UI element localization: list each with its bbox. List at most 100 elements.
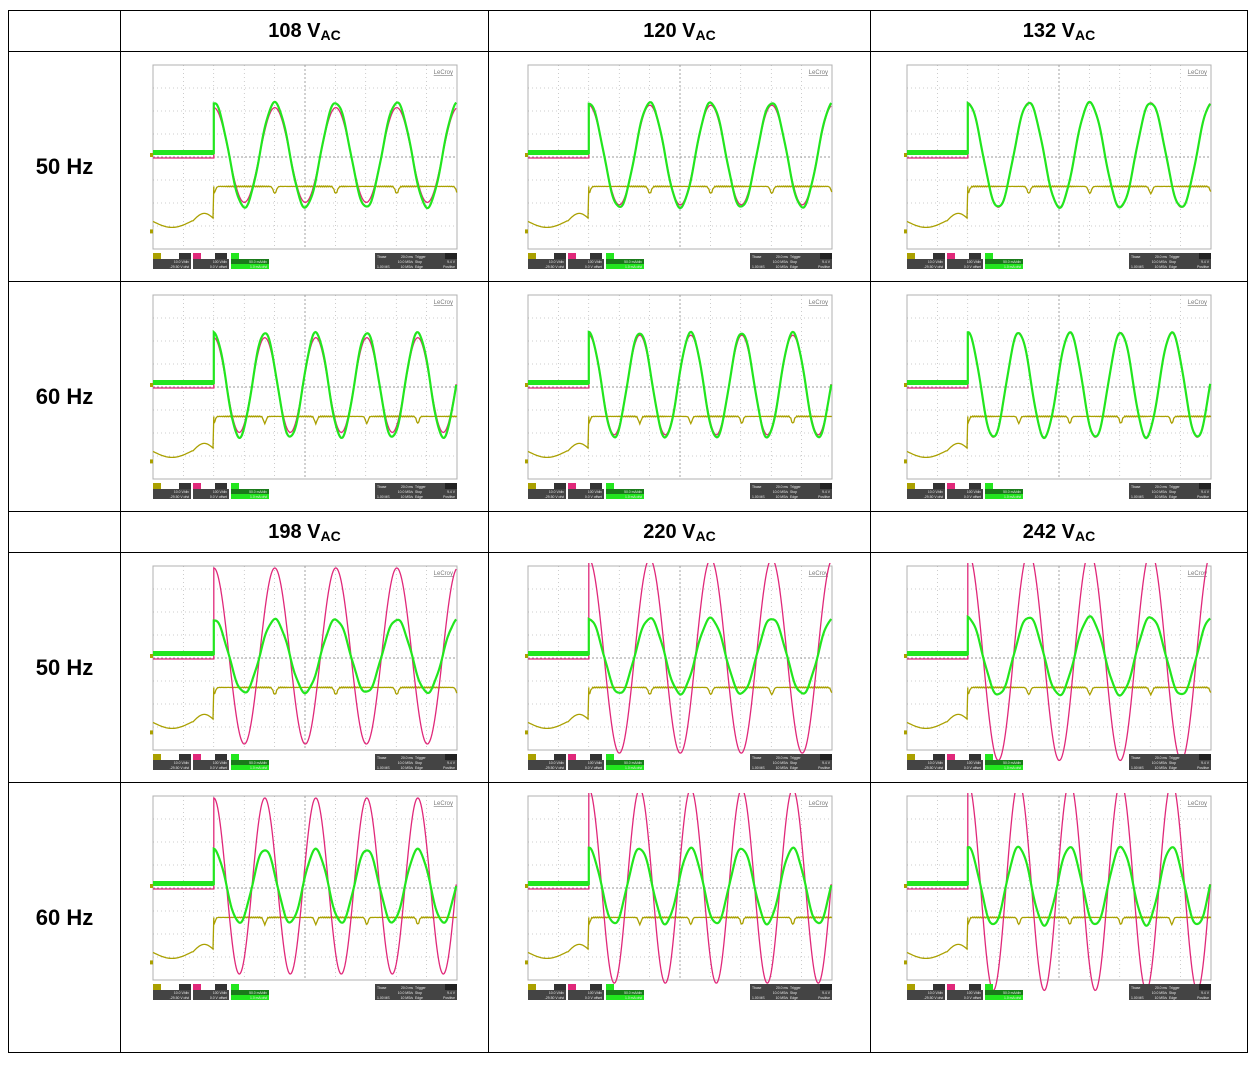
svg-text:20.0 ms: 20.0 ms bbox=[400, 255, 412, 259]
svg-text:Tbase: Tbase bbox=[1131, 986, 1141, 990]
voltage-header: 120 VAC bbox=[488, 10, 871, 52]
lecroy-logo: LeCroy bbox=[1188, 70, 1207, 76]
voltage-header: 220 VAC bbox=[488, 511, 871, 553]
voltage-subscript: AC bbox=[320, 527, 341, 544]
lecroy-logo: LeCroy bbox=[808, 300, 827, 306]
svg-text:10 MS/s: 10 MS/s bbox=[775, 265, 788, 269]
svg-text:Trigger: Trigger bbox=[790, 255, 801, 259]
voltage-subscript: AC bbox=[320, 26, 341, 43]
svg-text:50.0 mA/div: 50.0 mA/div bbox=[249, 260, 267, 264]
svg-text:100 V/div: 100 V/div bbox=[587, 490, 601, 494]
svg-text:9.4 V: 9.4 V bbox=[447, 260, 456, 264]
svg-text:50.0 mA/div: 50.0 mA/div bbox=[249, 991, 267, 995]
svg-text:20.0 ms: 20.0 ms bbox=[775, 255, 787, 259]
scope-cell: LeCroy 10.0 V/div 100 V/div 50.0 mA/div -29.… bbox=[120, 281, 489, 512]
svg-text:0.0 V offset: 0.0 V offset bbox=[584, 265, 601, 269]
svg-text:-29.50 V ofst: -29.50 V ofst bbox=[169, 495, 188, 499]
svg-text:0.0 V offset: 0.0 V offset bbox=[584, 766, 601, 770]
lecroy-logo: LeCroy bbox=[433, 571, 452, 577]
lecroy-logo: LeCroy bbox=[433, 801, 452, 807]
svg-text:1.00 MS: 1.00 MS bbox=[377, 265, 390, 269]
svg-text:9.4 V: 9.4 V bbox=[822, 761, 831, 765]
svg-text:1.00 MS: 1.00 MS bbox=[752, 495, 765, 499]
svg-text:-29.50 V ofst: -29.50 V ofst bbox=[924, 766, 943, 770]
scope-cell: LeCroy 10.0 V/div 100 V/div 50.0 mA/div -29.… bbox=[870, 281, 1248, 512]
svg-text:10.0 V/div: 10.0 V/div bbox=[173, 490, 188, 494]
svg-text:10.0 V/div: 10.0 V/div bbox=[548, 260, 563, 264]
svg-text:10.0 MS/s: 10.0 MS/s bbox=[397, 761, 413, 765]
svg-text:100 V/div: 100 V/div bbox=[587, 761, 601, 765]
svg-text:9.4 V: 9.4 V bbox=[822, 991, 831, 995]
svg-text:Trigger: Trigger bbox=[415, 255, 426, 259]
svg-text:9.4 V: 9.4 V bbox=[822, 260, 831, 264]
svg-text:100 V/div: 100 V/div bbox=[212, 490, 226, 494]
svg-text:Edge: Edge bbox=[415, 996, 423, 1000]
svg-text:Positive: Positive bbox=[443, 495, 455, 499]
svg-text:10.0 MS/s: 10.0 MS/s bbox=[1152, 490, 1168, 494]
svg-text:10.0 V/div: 10.0 V/div bbox=[928, 991, 943, 995]
scope-cell: LeCroy 10.0 V/div 100 V/div 50.0 mA/div -29.… bbox=[488, 281, 871, 512]
svg-text:1.0 mA ofst: 1.0 mA ofst bbox=[1004, 265, 1021, 269]
svg-text:-29.50 V ofst: -29.50 V ofst bbox=[169, 265, 188, 269]
svg-text:Edge: Edge bbox=[415, 265, 423, 269]
svg-text:0.0 V offset: 0.0 V offset bbox=[964, 766, 981, 770]
svg-text:Edge: Edge bbox=[790, 265, 798, 269]
svg-text:Edge: Edge bbox=[790, 495, 798, 499]
frequency-label: 60 Hz bbox=[8, 782, 121, 1053]
voltage-subscript: AC bbox=[695, 26, 716, 43]
svg-text:Edge: Edge bbox=[1169, 265, 1177, 269]
svg-text:Edge: Edge bbox=[1169, 766, 1177, 770]
scope-cell: LeCroy 10.0 V/div 100 V/div 50.0 mA/div -29.… bbox=[870, 51, 1248, 282]
svg-text:Stop: Stop bbox=[1169, 761, 1176, 765]
svg-text:Stop: Stop bbox=[790, 761, 797, 765]
svg-text:Trigger: Trigger bbox=[790, 756, 801, 760]
svg-text:50.0 mA/div: 50.0 mA/div bbox=[624, 490, 642, 494]
svg-text:10 MS/s: 10 MS/s bbox=[775, 766, 788, 770]
svg-text:0.0 V offset: 0.0 V offset bbox=[209, 766, 226, 770]
svg-text:10.0 V/div: 10.0 V/div bbox=[173, 260, 188, 264]
voltage-subscript: AC bbox=[1075, 26, 1096, 43]
svg-text:10.0 MS/s: 10.0 MS/s bbox=[772, 260, 788, 264]
svg-text:50.0 mA/div: 50.0 mA/div bbox=[624, 761, 642, 765]
svg-text:1.00 MS: 1.00 MS bbox=[1131, 766, 1144, 770]
svg-text:20.0 ms: 20.0 ms bbox=[400, 485, 412, 489]
svg-text:1.0 mA ofst: 1.0 mA ofst bbox=[1004, 996, 1021, 1000]
svg-text:Positive: Positive bbox=[818, 265, 830, 269]
svg-text:50.0 mA/div: 50.0 mA/div bbox=[1003, 260, 1021, 264]
svg-text:Positive: Positive bbox=[818, 495, 830, 499]
scope-cell: LeCroy 10.0 V/div 100 V/div 50.0 mA/div -29.… bbox=[120, 552, 489, 783]
svg-text:Positive: Positive bbox=[818, 996, 830, 1000]
svg-text:100 V/div: 100 V/div bbox=[212, 761, 226, 765]
voltage-header: 108 VAC bbox=[120, 10, 489, 52]
oscilloscope-capture: LeCroy 10.0 V/div 100 V/div 50.0 mA/div -29.… bbox=[149, 292, 460, 504]
svg-text:1.00 MS: 1.00 MS bbox=[1131, 996, 1144, 1000]
svg-text:Positive: Positive bbox=[443, 265, 455, 269]
svg-text:1.0 mA ofst: 1.0 mA ofst bbox=[250, 495, 267, 499]
svg-text:10 MS/s: 10 MS/s bbox=[400, 495, 413, 499]
oscilloscope-capture: LeCroy 10.0 V/div 100 V/div 50.0 mA/div -29.… bbox=[149, 793, 460, 1005]
svg-text:1.0 mA ofst: 1.0 mA ofst bbox=[250, 996, 267, 1000]
svg-text:0.0 V offset: 0.0 V offset bbox=[209, 495, 226, 499]
svg-text:Stop: Stop bbox=[415, 991, 422, 995]
oscilloscope-capture: LeCroy 10.0 V/div 100 V/div 50.0 mA/div -29.… bbox=[904, 793, 1214, 1005]
svg-text:0.0 V offset: 0.0 V offset bbox=[209, 265, 226, 269]
svg-text:1.0 mA ofst: 1.0 mA ofst bbox=[1004, 495, 1021, 499]
svg-text:9.4 V: 9.4 V bbox=[447, 991, 456, 995]
svg-text:Tbase: Tbase bbox=[377, 255, 387, 259]
svg-text:10.0 V/div: 10.0 V/div bbox=[548, 761, 563, 765]
svg-text:Trigger: Trigger bbox=[1169, 485, 1180, 489]
lecroy-logo: LeCroy bbox=[808, 70, 827, 76]
voltage-value: 120 V bbox=[643, 19, 696, 42]
scope-cell: LeCroy 10.0 V/div 100 V/div 50.0 mA/div -29.… bbox=[488, 552, 871, 783]
voltage-value: 220 V bbox=[643, 520, 696, 543]
svg-text:0.0 V offset: 0.0 V offset bbox=[964, 996, 981, 1000]
oscilloscope-capture: LeCroy 10.0 V/div 100 V/div 50.0 mA/div -29.… bbox=[904, 62, 1214, 274]
svg-text:Stop: Stop bbox=[415, 490, 422, 494]
svg-text:Trigger: Trigger bbox=[1169, 986, 1180, 990]
svg-text:10.0 V/div: 10.0 V/div bbox=[173, 761, 188, 765]
lecroy-logo: LeCroy bbox=[1188, 300, 1207, 306]
oscilloscope-capture: LeCroy 10.0 V/div 100 V/div 50.0 mA/div -29.… bbox=[904, 292, 1214, 504]
svg-text:Stop: Stop bbox=[1169, 260, 1176, 264]
svg-text:9.4 V: 9.4 V bbox=[447, 490, 456, 494]
svg-text:10 MS/s: 10 MS/s bbox=[1155, 996, 1168, 1000]
